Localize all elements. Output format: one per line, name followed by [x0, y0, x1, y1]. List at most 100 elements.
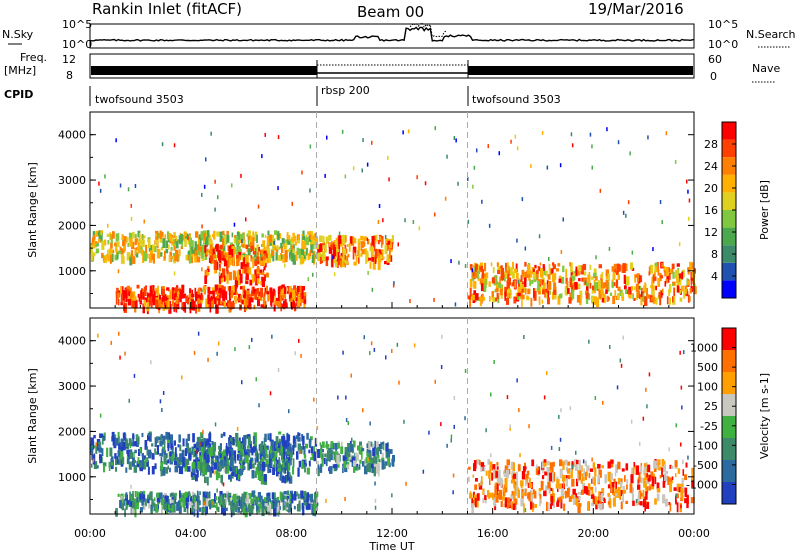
power-cell: [103, 239, 107, 246]
power-cell: [148, 245, 153, 252]
velocity-cell: [669, 464, 672, 469]
power-cell: [245, 296, 249, 306]
velocity-cell: [132, 457, 135, 467]
velocity-cell: [302, 435, 305, 445]
velocity-cell: [227, 466, 230, 474]
power-cell: [101, 240, 105, 250]
velocity-cell: [669, 503, 672, 512]
velocity-cell: [232, 457, 235, 462]
velocity-cell: [368, 441, 371, 450]
velocity-cell: [621, 468, 625, 472]
velocity-cell: [536, 466, 540, 471]
power-cell: [264, 274, 266, 282]
power-cell: [526, 274, 530, 278]
velocity-cell: [529, 483, 533, 489]
velocity-cell: [662, 481, 666, 488]
power-cell: [227, 286, 230, 291]
power-cell: [490, 262, 493, 267]
power-cell: [314, 232, 317, 241]
velocity-cell: [185, 496, 189, 503]
power-cell: [164, 241, 167, 249]
power-cell: [271, 242, 275, 247]
velocity-cell: [228, 497, 231, 506]
power-cell: [263, 250, 267, 254]
power-cell: [324, 173, 326, 178]
velocity-cell: [139, 460, 142, 470]
power-cell: [639, 275, 643, 283]
velocity-cell: [607, 493, 611, 497]
velocity-cell: [129, 444, 132, 449]
power-cell: [380, 254, 383, 259]
power-cell: [297, 296, 301, 307]
velocity-cell: [594, 396, 597, 400]
velocity-cell: [620, 501, 623, 510]
power-cell: [196, 256, 201, 263]
velocity-cell: [398, 380, 400, 385]
velocity-cell: [286, 502, 289, 508]
power-cell: [622, 210, 625, 215]
power-cell: [321, 250, 325, 261]
velocity-cell: [159, 399, 162, 404]
velocity-cell: [532, 489, 535, 495]
power-cell: [316, 244, 320, 249]
power-cell: [319, 255, 322, 265]
time-tick-label: 04:00: [175, 527, 207, 540]
velocity-cell: [489, 461, 493, 470]
velocity-cell: [681, 405, 683, 410]
power-cell: [539, 262, 542, 266]
power-cell: [657, 268, 660, 276]
power-cell: [216, 231, 220, 237]
power-colorbar-segment: [722, 227, 736, 246]
power-cell: [172, 290, 176, 298]
velocity-cell: [264, 444, 267, 450]
velocity-cell: [367, 462, 371, 469]
power-cell: [252, 286, 255, 294]
velocity-cell: [496, 492, 501, 497]
power-cell: [532, 271, 536, 280]
power-cell: [654, 263, 656, 273]
velocity-cell: [268, 508, 272, 516]
power-cell: [592, 285, 595, 292]
power-cell: [168, 304, 172, 314]
power-cell: [208, 237, 212, 246]
power-cell: [152, 244, 155, 251]
power-cell: [257, 204, 260, 209]
power-cell: [616, 263, 620, 272]
freq-band-1: [91, 66, 317, 75]
power-cell: [116, 287, 119, 293]
power-cell: [229, 296, 232, 300]
power-cell: [174, 287, 178, 292]
velocity-cell: [196, 449, 199, 454]
velocity-cell: [202, 464, 205, 475]
power-cell: [655, 297, 658, 305]
power-cell: [252, 231, 254, 237]
velocity-cell: [496, 476, 501, 484]
power-cell: [600, 278, 603, 289]
velocity-cell: [237, 441, 241, 451]
velocity-colorbar-segment: [722, 416, 736, 438]
power-cell: [324, 243, 327, 253]
power-cell: [153, 245, 157, 253]
power-cell: [162, 295, 165, 302]
velocity-cell: [588, 339, 590, 344]
velocity-cell: [279, 464, 283, 473]
power-cell: [687, 280, 690, 285]
power-cell: [168, 233, 172, 241]
velocity-cell: [184, 448, 188, 457]
velocity-cell: [211, 441, 214, 446]
power-cell: [191, 293, 194, 298]
velocity-cell: [252, 504, 255, 510]
power-cell: [106, 233, 110, 237]
power-cell: [517, 293, 519, 301]
velocity-cell: [284, 506, 287, 510]
power-cell: [98, 181, 100, 186]
velocity-cell: [196, 437, 200, 445]
velocity-cell: [580, 479, 583, 484]
power-cell: [531, 279, 534, 284]
velocity-cell: [597, 477, 600, 484]
power-cell: [580, 265, 584, 275]
power-cell: [240, 234, 243, 242]
velocity-cell: [150, 505, 153, 512]
power-cell: [164, 301, 166, 306]
power-cell: [140, 245, 143, 254]
